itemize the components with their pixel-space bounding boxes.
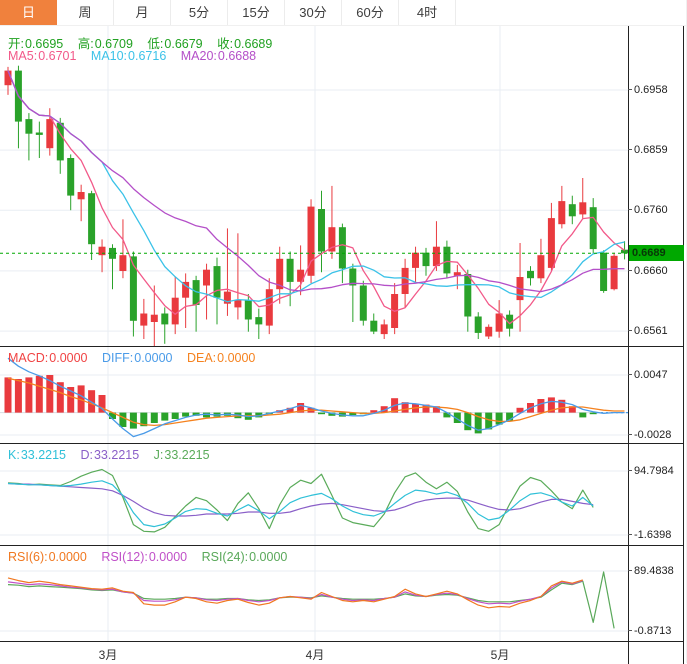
open-value: 0.6695 [24,37,64,51]
high-value: 0.6709 [94,37,133,51]
diff-label: DIFF: [102,351,134,365]
high-label: 高: [77,37,94,51]
yaxis-tick: -0.0028 [627,429,672,441]
tab-4hour[interactable]: 4时 [399,0,456,25]
ma10-label: MA10: [90,49,128,63]
tab-day[interactable]: 日 [0,0,57,25]
kdj-legend: K:33.2215 D:33.2215 J:33.2215 [8,448,221,462]
dea-label: DEA: [186,351,217,365]
diff-value: 0.0000 [134,351,173,365]
yaxis-tick: 0.6760 [628,204,668,216]
rsi-xaxis-divider [0,641,684,642]
rsi6-label: RSI(6): [8,550,48,564]
kdj-indicator-chart[interactable] [0,443,628,545]
tab-week[interactable]: 周 [57,0,114,25]
rsi12-value: 0.0000 [148,550,188,564]
j-value: 33.2215 [164,448,210,462]
k-label: K: [8,448,20,462]
main-macd-divider [0,346,684,347]
rsi24-label: RSI(24): [201,550,249,564]
macd-indicator-chart[interactable] [0,346,628,443]
low-label: 低: [147,37,164,51]
rsi6-value: 0.0000 [48,550,87,564]
rsi-legend: RSI(6):0.0000 RSI(12):0.0000 RSI(24):0.0… [8,550,298,564]
macd-label: MACD: [8,351,49,365]
yaxis-right-border [683,26,684,664]
close-label: 收: [217,37,234,51]
yaxis-tick: 0.6859 [628,144,668,156]
yaxis-tick: -0.8713 [627,625,672,637]
rsi12-label: RSI(12): [101,550,148,564]
ma5-label: MA5: [8,49,38,63]
yaxis-tick: 0.6561 [628,325,668,337]
tab-60min[interactable]: 60分 [342,0,399,25]
macd-legend: MACD:0.0000 DIFF:0.0000 DEA:0.0000 [8,351,266,365]
open-label: 开: [8,37,24,51]
yaxis-tick: -1.6398 [627,529,672,541]
tab-5min[interactable]: 5分 [171,0,228,25]
d-label: D: [80,448,93,462]
tab-15min[interactable]: 15分 [228,0,285,25]
yaxis-tick: 89.4838 [628,565,674,577]
quote-legend: 开:0.6695 高:0.6709 低:0.6679 收:0.6689 [8,33,283,52]
ma10-value: 0.6716 [128,49,167,63]
low-value: 0.6679 [164,37,203,51]
tab-month[interactable]: 月 [114,0,171,25]
main-candlestick-chart[interactable] [0,26,628,346]
ma20-value: 0.6688 [217,49,257,63]
close-value: 0.6689 [234,37,273,51]
rsi24-value: 0.0000 [249,550,288,564]
yaxis-tick: 0.6660 [628,265,668,277]
kdj-rsi-divider [0,545,684,546]
ma-legend: MA5:0.6701 MA10:0.6716 MA20:0.6688 [8,49,267,63]
xaxis-label-may: 5月 [490,648,510,662]
yaxis-tick: 0.6958 [628,84,668,96]
timeframe-tabbar: 日 周 月 5分 15分 30分 60分 4时 [0,0,686,26]
k-value: 33.2215 [20,448,66,462]
xaxis-label-april: 4月 [305,648,325,662]
yaxis-left-border [628,26,629,664]
tab-30min[interactable]: 30分 [285,0,342,25]
ma20-label: MA20: [180,49,217,63]
j-label: J: [153,448,164,462]
rsi-indicator-chart[interactable] [0,545,628,641]
dea-value: 0.0000 [217,351,256,365]
yaxis-tick: 94.7984 [628,465,674,477]
yaxis-tick: 0.0047 [628,369,668,381]
ma5-value: 0.6701 [38,49,77,63]
d-value: 33.2215 [93,448,140,462]
current-price-tag: 0.6689 [629,245,684,261]
macd-value: 0.0000 [49,351,88,365]
xaxis-label-march: 3月 [98,648,118,662]
chart-region: 开:0.6695 高:0.6709 低:0.6679 收:0.6689 MA5:… [0,26,686,664]
macd-kdj-divider [0,443,684,444]
